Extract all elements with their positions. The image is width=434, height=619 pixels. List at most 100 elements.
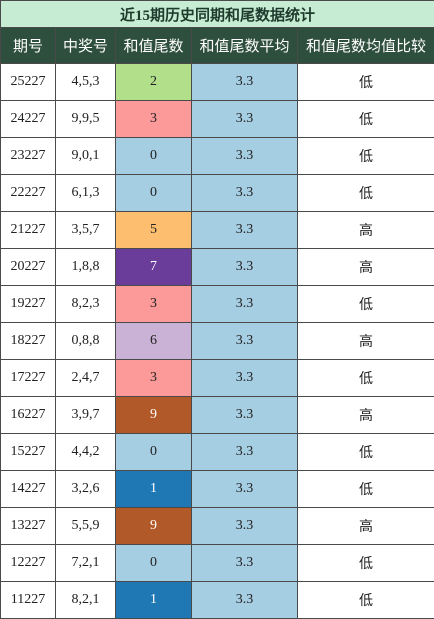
period-cell: 24227 [0,100,56,138]
tail-cell: 6 [115,322,192,360]
tail-cell: 3 [115,100,192,138]
header-cell: 期号 [0,27,56,64]
tail-cell: 7 [115,248,192,286]
data-row: 15227 4,4,2 0 3.3 低 [0,433,434,471]
numbers-cell: 8,2,1 [55,581,116,619]
compare-cell: 低 [297,581,434,619]
avg-cell: 3.3 [191,137,298,175]
numbers-cell: 5,5,9 [55,507,116,545]
data-row: 19227 8,2,3 3 3.3 低 [0,285,434,323]
compare-cell: 低 [297,285,434,323]
avg-cell: 3.3 [191,433,298,471]
compare-cell: 低 [297,100,434,138]
data-row: 20227 1,8,8 7 3.3 高 [0,248,434,286]
compare-cell: 高 [297,507,434,545]
data-row: 14227 3,2,6 1 3.3 低 [0,470,434,508]
tail-cell: 0 [115,544,192,582]
data-row: 22227 6,1,3 0 3.3 低 [0,174,434,212]
tail-cell: 0 [115,137,192,175]
compare-cell: 低 [297,433,434,471]
period-cell: 20227 [0,248,56,286]
compare-cell: 低 [297,174,434,212]
avg-cell: 3.3 [191,322,298,360]
avg-cell: 3.3 [191,470,298,508]
data-row: 16227 3,9,7 9 3.3 高 [0,396,434,434]
numbers-cell: 3,2,6 [55,470,116,508]
numbers-cell: 0,8,8 [55,322,116,360]
data-row: 24227 9,9,5 3 3.3 低 [0,100,434,138]
data-row: 25227 4,5,3 2 3.3 低 [0,63,434,101]
compare-cell: 低 [297,137,434,175]
compare-cell: 低 [297,359,434,397]
period-cell: 18227 [0,322,56,360]
period-cell: 11227 [0,581,56,619]
data-row: 12227 7,2,1 0 3.3 低 [0,544,434,582]
period-cell: 17227 [0,359,56,397]
data-row: 23227 9,0,1 0 3.3 低 [0,137,434,175]
avg-cell: 3.3 [191,285,298,323]
tail-cell: 9 [115,507,192,545]
tail-cell: 1 [115,470,192,508]
tail-cell: 2 [115,63,192,101]
avg-cell: 3.3 [191,507,298,545]
compare-cell: 高 [297,248,434,286]
period-cell: 25227 [0,63,56,101]
numbers-cell: 9,9,5 [55,100,116,138]
numbers-cell: 4,4,2 [55,433,116,471]
period-cell: 23227 [0,137,56,175]
numbers-cell: 4,5,3 [55,63,116,101]
data-row: 18227 0,8,8 6 3.3 高 [0,322,434,360]
header-cell: 和值尾数均值比较 [297,27,434,64]
header-cell: 和值尾数 [115,27,192,64]
period-cell: 22227 [0,174,56,212]
tail-cell: 3 [115,285,192,323]
tail-cell: 5 [115,211,192,249]
period-cell: 19227 [0,285,56,323]
compare-cell: 低 [297,470,434,508]
tail-cell: 0 [115,433,192,471]
compare-cell: 低 [297,544,434,582]
avg-cell: 3.3 [191,581,298,619]
numbers-cell: 8,2,3 [55,285,116,323]
avg-cell: 3.3 [191,396,298,434]
compare-cell: 低 [297,63,434,101]
avg-cell: 3.3 [191,248,298,286]
header-row: 期号 中奖号 和值尾数 和值尾数平均 和值尾数均值比较 [0,27,434,64]
avg-cell: 3.3 [191,100,298,138]
period-cell: 13227 [0,507,56,545]
avg-cell: 3.3 [191,63,298,101]
numbers-cell: 3,5,7 [55,211,116,249]
header-cell: 中奖号 [55,27,116,64]
table-title: 近15期历史同期和尾数据统计 [0,0,434,28]
period-cell: 12227 [0,544,56,582]
avg-cell: 3.3 [191,359,298,397]
avg-cell: 3.3 [191,211,298,249]
avg-cell: 3.3 [191,174,298,212]
numbers-cell: 2,4,7 [55,359,116,397]
numbers-cell: 3,9,7 [55,396,116,434]
tail-cell: 9 [115,396,192,434]
compare-cell: 高 [297,211,434,249]
numbers-cell: 1,8,8 [55,248,116,286]
compare-cell: 高 [297,396,434,434]
numbers-cell: 6,1,3 [55,174,116,212]
data-row: 17227 2,4,7 3 3.3 低 [0,359,434,397]
data-row: 11227 8,2,1 1 3.3 低 [0,581,434,619]
period-cell: 14227 [0,470,56,508]
compare-cell: 高 [297,322,434,360]
data-row: 21227 3,5,7 5 3.3 高 [0,211,434,249]
data-row: 13227 5,5,9 9 3.3 高 [0,507,434,545]
title-row: 近15期历史同期和尾数据统计 [0,0,434,28]
period-cell: 15227 [0,433,56,471]
tail-cell: 0 [115,174,192,212]
numbers-cell: 9,0,1 [55,137,116,175]
tail-cell: 1 [115,581,192,619]
period-cell: 21227 [0,211,56,249]
header-cell: 和值尾数平均 [191,27,298,64]
avg-cell: 3.3 [191,544,298,582]
numbers-cell: 7,2,1 [55,544,116,582]
tail-cell: 3 [115,359,192,397]
